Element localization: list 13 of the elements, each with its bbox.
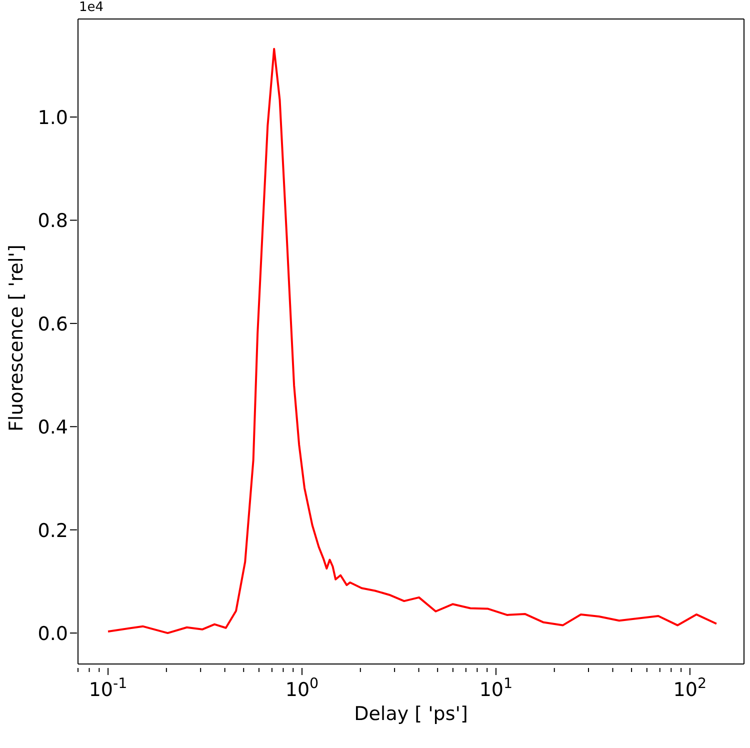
y-tick-label: 0.0	[38, 623, 68, 646]
x-tick-label: 10$^{0}$	[285, 676, 319, 701]
y-tick-label: 0.6	[38, 313, 68, 336]
x-tick-label: 10$^{1}$	[479, 676, 513, 701]
y-axis-title: Fluorescence [ 'rel']	[6, 244, 28, 432]
x-axis-title: Delay [ 'ps']	[354, 703, 468, 725]
x-tick-label: 10$^{2}$	[673, 676, 707, 701]
x-tick-label: 10$^{-1}$	[88, 676, 128, 701]
y-tick-label: 0.8	[38, 210, 68, 232]
y-tick-label: 0.4	[38, 416, 68, 439]
text: 1e4	[79, 0, 104, 15]
y-tick-label: 1.0	[38, 107, 68, 130]
y-tick-label: 0.2	[38, 520, 68, 542]
